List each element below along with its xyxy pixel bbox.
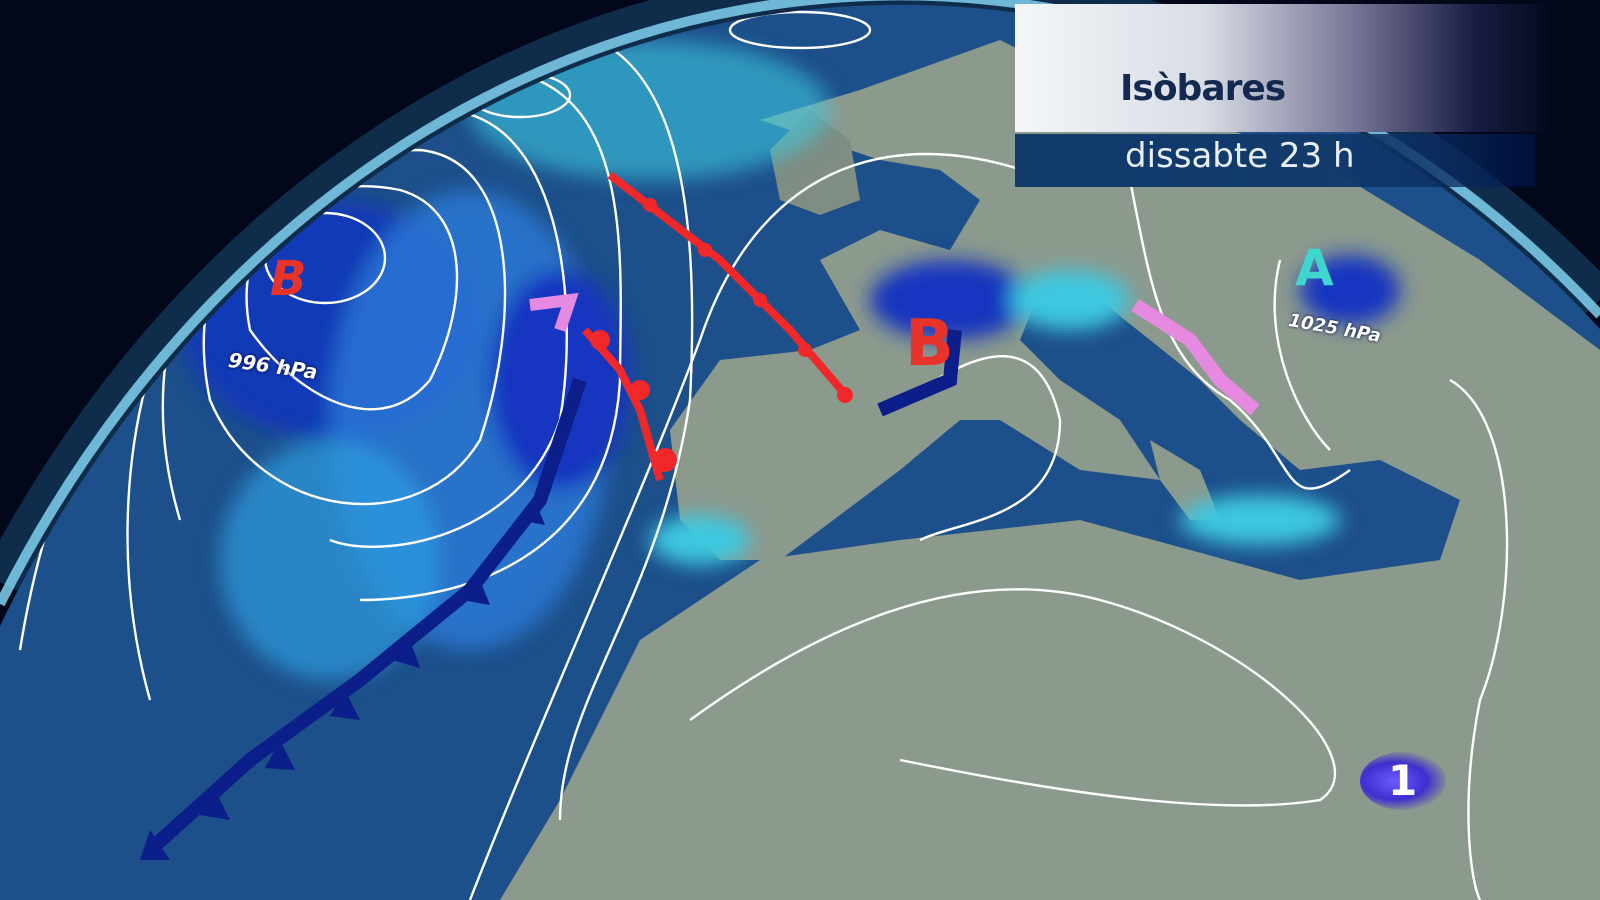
low-pressure-symbol: B: [905, 307, 954, 381]
fronts: [140, 171, 1260, 860]
low-pressure-symbol: B: [270, 251, 307, 307]
high-pressure-symbol: A: [1295, 239, 1334, 297]
trough: [1131, 299, 1260, 416]
trough: [529, 292, 579, 332]
cold-front: [145, 377, 587, 856]
pressure-symbols: B B A: [270, 239, 1334, 381]
channel-logo-text: 1: [1388, 756, 1418, 805]
title-panel: [1015, 4, 1555, 132]
subtitle-panel: [1015, 134, 1535, 187]
warm-front: [607, 171, 854, 403]
channel-logo: 1: [1360, 752, 1446, 810]
map-time: dissabte 23 h: [1125, 136, 1355, 176]
map-title: Isòbares: [1120, 68, 1286, 109]
precipitation: [180, 40, 1400, 680]
